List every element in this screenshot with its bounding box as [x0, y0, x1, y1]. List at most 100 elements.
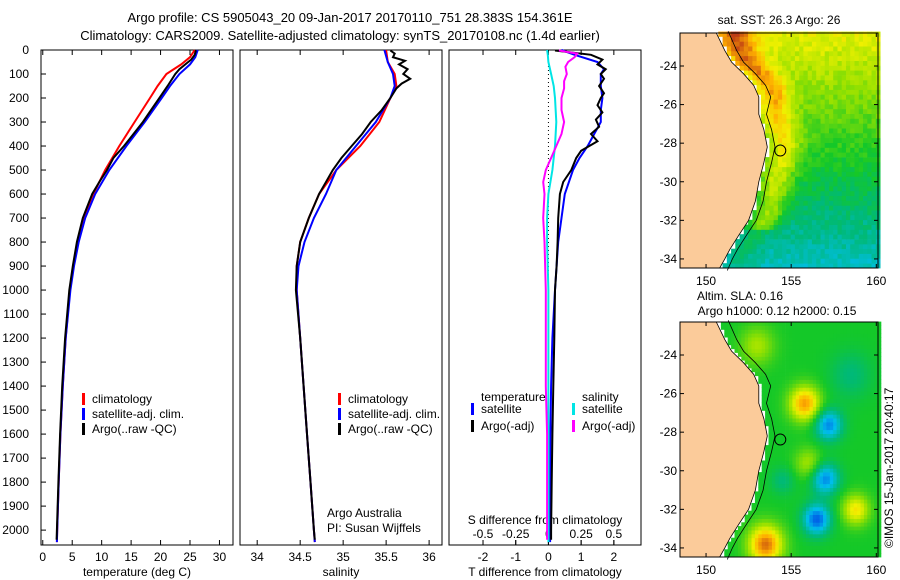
map-cell	[752, 210, 758, 216]
map-cell	[867, 329, 872, 334]
map-cell	[724, 325, 729, 330]
map-cell	[744, 321, 749, 326]
map-cell	[863, 108, 868, 114]
map-cell	[789, 348, 793, 353]
map-cell	[768, 367, 773, 373]
map-cell	[870, 387, 875, 392]
map-cell	[853, 549, 858, 554]
map-cell	[836, 418, 841, 423]
map-cell	[761, 479, 766, 485]
map-cell	[799, 239, 804, 245]
map-cell	[829, 379, 834, 384]
map-cell	[841, 55, 847, 61]
map-cell	[775, 375, 780, 380]
map-cell	[840, 522, 844, 527]
map-cell	[860, 487, 865, 492]
map-cell	[836, 364, 841, 369]
map-cell	[769, 108, 775, 114]
map-cell	[758, 472, 763, 477]
map-cell	[795, 329, 800, 334]
map-cell	[816, 549, 820, 554]
map-cell	[790, 152, 796, 158]
map-cell	[867, 495, 872, 500]
map-cell	[833, 514, 837, 519]
map-cell	[761, 541, 766, 546]
map-cell	[816, 108, 821, 114]
map-cell	[731, 340, 735, 346]
map-cell	[773, 142, 779, 148]
map-cell	[794, 31, 800, 37]
map-cell	[863, 248, 868, 254]
map-cell	[840, 468, 844, 473]
map-cell	[857, 460, 861, 465]
map-cell	[850, 491, 854, 496]
map-cell	[846, 239, 851, 245]
map-cell	[860, 333, 865, 338]
map-cell	[857, 468, 861, 473]
map-cell	[743, 224, 749, 230]
map-cell	[871, 31, 877, 37]
map-cell	[799, 128, 804, 134]
map-cell	[765, 190, 770, 196]
map-cell	[792, 418, 797, 423]
map-cell	[857, 321, 861, 326]
map-cell	[824, 263, 830, 269]
map-cell	[816, 340, 820, 346]
map-cell	[765, 200, 770, 206]
map-cell	[775, 510, 780, 515]
map-cell	[790, 239, 796, 245]
map-cell	[850, 526, 854, 531]
map-cell	[802, 545, 807, 550]
map-cell	[794, 229, 800, 235]
map-cell	[816, 418, 820, 423]
map-cell	[773, 65, 779, 71]
map-cell	[846, 176, 851, 182]
map-cell	[789, 468, 793, 473]
map-cell	[761, 383, 766, 388]
map-cell	[819, 394, 824, 400]
map-cell	[789, 476, 793, 481]
map-cell	[819, 367, 824, 373]
map-cell	[743, 229, 749, 235]
map-cell	[782, 75, 787, 81]
map-cell	[789, 533, 793, 539]
map-cell	[782, 456, 786, 461]
map-cell	[773, 147, 779, 153]
map-cell	[836, 437, 841, 442]
map-cell	[777, 99, 783, 105]
map-cell	[823, 479, 827, 485]
map-cell	[833, 499, 837, 504]
map-cell	[811, 55, 817, 61]
map-cell	[837, 214, 843, 221]
map-cell	[812, 379, 817, 384]
map-cell	[850, 113, 855, 119]
map-cell	[777, 118, 783, 124]
legend-entry: Argo(..raw -QC)	[92, 422, 177, 436]
map-cell	[863, 263, 868, 269]
map-cell	[858, 224, 864, 230]
map-cell	[867, 537, 872, 542]
map-cell	[754, 337, 759, 342]
map-cell	[777, 36, 783, 42]
map-cell	[777, 157, 783, 163]
title-line-1: Argo profile: CS 5905043_20 09-Jan-2017 …	[127, 10, 572, 25]
map-cell	[843, 483, 848, 488]
map-cell	[777, 50, 783, 57]
map-cell	[752, 60, 758, 66]
map-cell	[833, 421, 837, 427]
map-cell	[833, 364, 837, 369]
map-cell	[857, 337, 861, 342]
map-cell	[823, 487, 827, 492]
map-cell	[850, 340, 854, 346]
map-cell	[819, 364, 824, 369]
map-cell	[739, 55, 745, 61]
map-cell	[843, 491, 848, 496]
map-cell	[850, 414, 854, 419]
map-cell	[870, 433, 875, 438]
map-cell	[803, 50, 809, 57]
map-cell	[870, 518, 875, 523]
map-cell	[777, 41, 783, 47]
map-cell	[785, 495, 790, 500]
map-cell	[860, 364, 865, 369]
map-cell	[782, 224, 787, 230]
